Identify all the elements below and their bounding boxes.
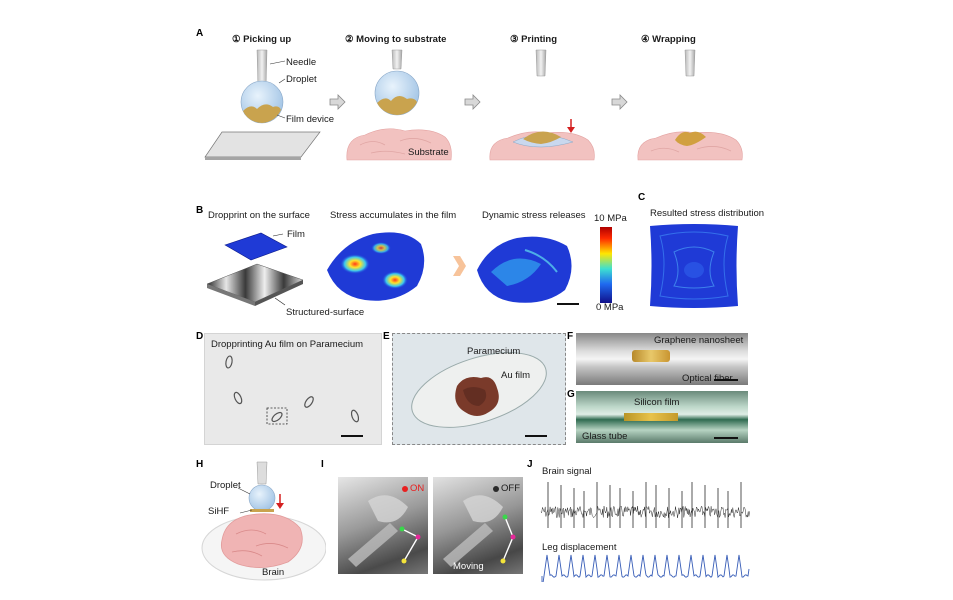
- panel-label-i: I: [321, 459, 324, 470]
- step-moving: ② Moving to substrate: [345, 34, 447, 45]
- panel-label-c: C: [638, 192, 646, 203]
- needle-2: [391, 49, 403, 70]
- video-frame-on: ON: [338, 477, 428, 574]
- label-structured-surface: Structured-surface: [286, 307, 365, 318]
- label-moving: Moving: [453, 561, 484, 572]
- label-on: ON: [410, 483, 425, 494]
- label-brain-signal: Brain signal: [542, 466, 592, 477]
- panel-f-optical-fiber: Graphene nanosheet Optical fiber: [576, 333, 748, 385]
- blue-film: [224, 232, 288, 261]
- droplet-h: [248, 484, 276, 512]
- label-brain: Brain: [262, 567, 285, 578]
- label-optical-fiber: Optical fiber: [682, 373, 733, 384]
- needle-4: [684, 49, 696, 77]
- status-dot-on: [402, 486, 408, 492]
- arrow-1: [329, 94, 346, 110]
- label-leg-displacement: Leg displacement: [542, 542, 617, 553]
- brain-signal-trace: [540, 482, 750, 528]
- panel-label-e: E: [383, 331, 390, 342]
- red-press-arrow-a: [567, 119, 575, 133]
- arrow-2: [464, 94, 481, 110]
- label-film: Film: [287, 229, 305, 240]
- title-stress-accumulates: Stress accumulates in the film: [330, 210, 457, 221]
- label-sihf: SiHF: [208, 506, 230, 517]
- label-silicon-film: Silicon film: [634, 397, 680, 408]
- graphene-nanosheet: [632, 350, 670, 362]
- scale-bar-f: [714, 379, 738, 381]
- panel-h-brain-schematic: [201, 461, 326, 581]
- sihf-film: [250, 509, 274, 512]
- panel-label-f: F: [567, 331, 574, 342]
- structured-surface: [206, 263, 304, 303]
- film-device-2: [377, 95, 417, 115]
- red-press-arrow-h: [276, 494, 284, 509]
- panel-e-micrograph: Paramecium Au film: [392, 333, 566, 445]
- label-au-film: Au film: [501, 370, 531, 381]
- wrapped-film: [675, 131, 706, 146]
- video-frame-off: OFF Moving: [433, 477, 523, 574]
- colorbar-min-label: 0 MPa: [596, 302, 624, 313]
- panel-label-g: G: [567, 389, 575, 400]
- panel-label-h: H: [196, 459, 204, 470]
- panel-g-glass-tube: Silicon film Glass tube: [576, 391, 748, 443]
- label-graphene: Graphene nanosheet: [654, 335, 744, 346]
- scale-bar-b: [557, 303, 579, 305]
- panel-b-simulations: [206, 227, 612, 306]
- label-off: OFF: [501, 483, 520, 494]
- status-dot-off: [493, 486, 499, 492]
- leg-displacement-trace: [541, 554, 750, 582]
- brain-signal-noise: [540, 505, 750, 519]
- label-needle: Needle: [286, 57, 317, 68]
- arrow-3: [611, 94, 628, 110]
- label-glass-tube: Glass tube: [582, 431, 628, 442]
- step-picking-up: ① Picking up: [232, 34, 292, 45]
- silicon-film: [624, 413, 678, 421]
- film-device-1: [243, 104, 281, 123]
- label-paramecium: Paramecium: [467, 346, 521, 357]
- panel-c-stress-map: [650, 224, 738, 308]
- panel-label-d: D: [196, 331, 204, 342]
- step-printing: ③ Printing: [510, 34, 558, 45]
- colorbar: [600, 227, 612, 303]
- title-resulted-stress: Resulted stress distribution: [650, 208, 765, 219]
- glass-slide: [204, 131, 321, 158]
- title-dropprinting-paramecium: Dropprinting Au film on Paramecium: [211, 339, 364, 350]
- step-wrapping: ④ Wrapping: [641, 34, 696, 45]
- label-film-device: Film device: [286, 114, 335, 125]
- panel-label-a: A: [196, 28, 204, 39]
- chevron-arrow: [453, 256, 466, 276]
- panel-label-b: B: [196, 205, 204, 216]
- needle-3: [535, 49, 547, 77]
- label-droplet-h: Droplet: [210, 480, 241, 491]
- scale-bar-g: [714, 437, 738, 439]
- panel-a-schematic: [204, 49, 743, 161]
- colorbar-max-label: 10 MPa: [594, 213, 627, 224]
- panel-d-micrograph: Dropprinting Au film on Paramecium: [204, 333, 382, 445]
- brain-shape: [220, 513, 303, 568]
- needle-h: [256, 461, 268, 485]
- panel-label-j: J: [527, 459, 533, 470]
- title-dropprint-surface: Dropprint on the surface: [208, 210, 310, 221]
- label-substrate: Substrate: [408, 147, 449, 158]
- title-stress-releases: Dynamic stress releases: [482, 210, 586, 221]
- label-droplet-a: Droplet: [286, 74, 317, 85]
